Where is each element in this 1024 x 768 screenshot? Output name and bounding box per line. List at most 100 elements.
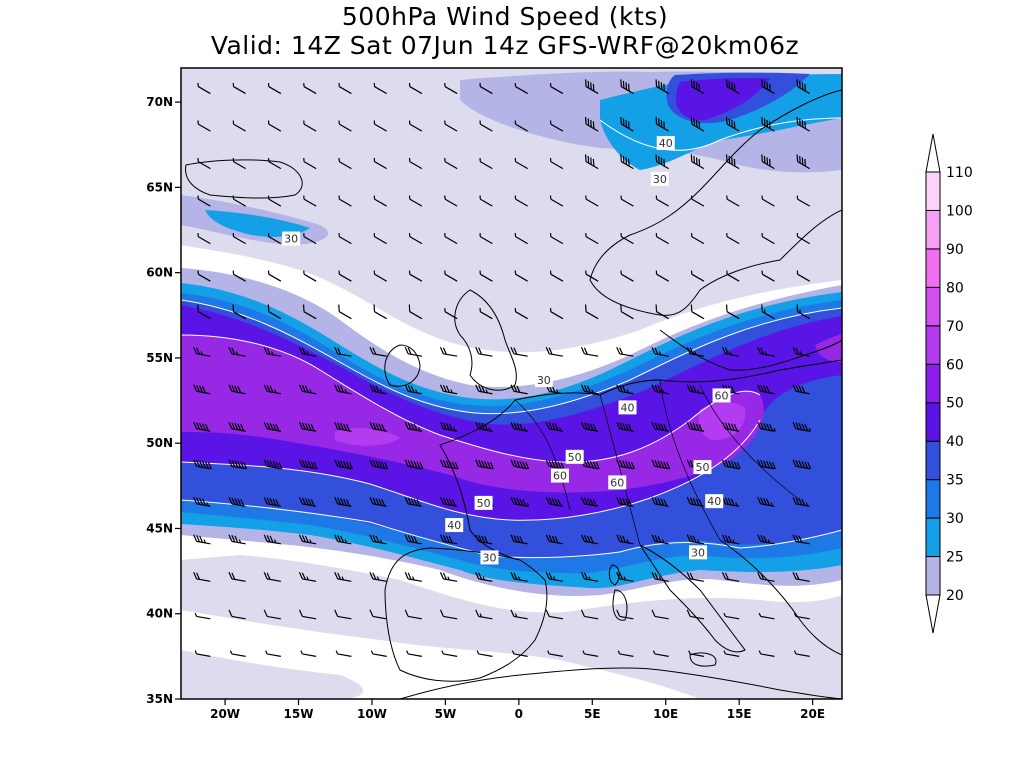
wind-barb bbox=[298, 459, 318, 470]
wind-barb bbox=[263, 346, 281, 357]
wind-barb bbox=[792, 459, 812, 470]
contour-label: 60 bbox=[610, 476, 624, 489]
wind-barb bbox=[796, 116, 810, 132]
wind-barb bbox=[408, 82, 423, 95]
wind-barb bbox=[232, 233, 246, 245]
wind-barb bbox=[475, 534, 493, 545]
lat-tick-label: 70N bbox=[146, 95, 173, 109]
wind-barb bbox=[475, 609, 493, 620]
wind-barb bbox=[545, 346, 564, 357]
colorbar-label: 110 bbox=[946, 165, 973, 181]
lon-tick-label: 20E bbox=[800, 707, 825, 721]
colorbar-label: 50 bbox=[946, 396, 964, 412]
wind-barb bbox=[404, 572, 423, 582]
wind-barb bbox=[721, 421, 740, 432]
lon-tick-label: 15W bbox=[284, 707, 314, 721]
italy-coast bbox=[639, 544, 746, 653]
contour-label-box bbox=[282, 231, 301, 246]
wind-barb bbox=[265, 650, 281, 657]
colorbar-swatch bbox=[925, 556, 941, 596]
wind-barb bbox=[584, 116, 599, 132]
wind-barb bbox=[197, 233, 211, 245]
colorbar-label: 70 bbox=[946, 319, 964, 335]
wind-barb bbox=[721, 346, 740, 357]
wind-barb bbox=[721, 459, 741, 470]
wind-barb bbox=[688, 650, 705, 657]
wind-barb bbox=[761, 79, 775, 95]
wind-barb bbox=[616, 534, 634, 545]
wind-barb bbox=[510, 534, 528, 545]
wind-barb bbox=[334, 459, 353, 470]
wind-barb bbox=[228, 421, 246, 432]
colorbar-swatch bbox=[925, 402, 941, 442]
wind-barb bbox=[545, 497, 564, 507]
wind-barb bbox=[620, 195, 634, 207]
sicily-coast bbox=[689, 652, 717, 667]
wind-barb bbox=[444, 308, 458, 320]
wind-barb bbox=[232, 270, 246, 282]
lon-tick-label: 5E bbox=[584, 707, 601, 721]
wind-barb bbox=[370, 650, 387, 657]
wind-barb bbox=[651, 572, 669, 582]
wind-barb bbox=[232, 120, 246, 132]
wind-barb bbox=[757, 572, 775, 582]
wind-barb bbox=[721, 534, 740, 545]
wind-barb bbox=[228, 534, 246, 545]
wind-barb bbox=[616, 609, 634, 620]
wind-barb bbox=[439, 572, 458, 582]
wind-barb bbox=[298, 572, 317, 582]
wind-barb bbox=[616, 497, 634, 507]
wind-barb bbox=[655, 304, 669, 320]
wind-barb bbox=[263, 534, 281, 545]
wind-barb bbox=[298, 421, 317, 432]
wind-barb bbox=[584, 79, 599, 95]
wind-barb bbox=[475, 459, 494, 470]
wind-barb bbox=[758, 612, 775, 620]
wind-barb bbox=[267, 120, 282, 132]
contour-label: 40 bbox=[447, 519, 461, 532]
contour-label: 30 bbox=[482, 551, 496, 564]
colorbar-label: 100 bbox=[946, 203, 973, 219]
colorbar-label: 20 bbox=[946, 588, 964, 604]
wind-barb bbox=[439, 346, 458, 357]
wind-barb bbox=[298, 497, 317, 507]
lat-tick-label: 60N bbox=[146, 266, 173, 280]
contour-lines bbox=[181, 117, 842, 559]
wind-barb bbox=[580, 384, 599, 395]
wind-barb bbox=[228, 384, 246, 395]
colorbar-swatch bbox=[925, 286, 941, 327]
wind-barb bbox=[514, 157, 528, 170]
contour-label-box bbox=[656, 136, 675, 151]
contour-label: 30 bbox=[284, 233, 298, 246]
wind-barb bbox=[792, 384, 810, 395]
contour-label-box bbox=[550, 468, 569, 483]
wind-barb bbox=[690, 79, 705, 95]
wind-barb bbox=[408, 157, 423, 170]
wind-barb bbox=[686, 572, 705, 582]
colorbar-label: 40 bbox=[946, 434, 964, 450]
wind-barb bbox=[408, 195, 423, 207]
wind-barb bbox=[228, 459, 248, 470]
wind-barb bbox=[334, 421, 352, 432]
wind-barb bbox=[549, 308, 564, 320]
chart-title: 500hPa Wind Speed (kts) bbox=[341, 2, 669, 31]
wind-barb bbox=[232, 82, 246, 95]
wind-barb bbox=[721, 497, 740, 507]
contour-label: 60 bbox=[715, 389, 729, 402]
wind-barb bbox=[408, 120, 423, 132]
wind-barb bbox=[761, 116, 775, 132]
wind-barb bbox=[479, 157, 493, 170]
corsica-coast bbox=[608, 564, 620, 586]
wind-barb bbox=[792, 572, 810, 582]
wind-barb bbox=[796, 195, 810, 207]
wind-barb bbox=[439, 497, 458, 507]
wind-barb bbox=[796, 154, 810, 170]
wind-barb bbox=[476, 650, 493, 657]
scandinavia-coast bbox=[589, 89, 842, 316]
wind-barb bbox=[193, 421, 211, 432]
wind-barb bbox=[792, 421, 812, 432]
wind-barb bbox=[620, 233, 634, 245]
wind-barb bbox=[303, 82, 317, 95]
wind-barb bbox=[620, 304, 634, 320]
wind-barb bbox=[479, 82, 493, 95]
